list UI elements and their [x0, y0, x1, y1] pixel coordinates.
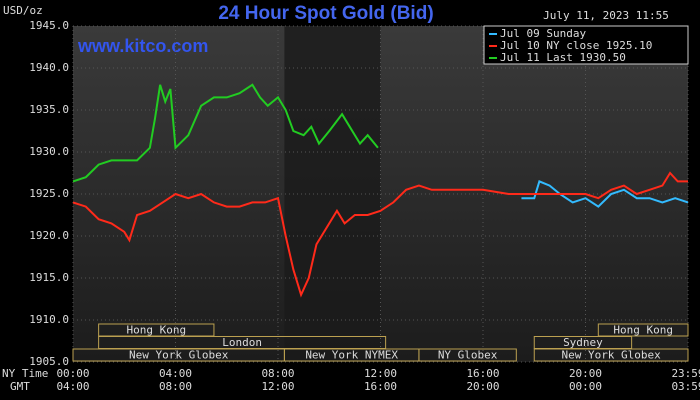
session-label: Hong Kong	[126, 324, 186, 337]
gmt-tick-label: 03:59	[671, 380, 700, 393]
x-tick-label: 12:00	[364, 367, 397, 380]
x-tick-label: 23:59	[671, 367, 700, 380]
y-tick-label: 1905.0	[29, 355, 69, 368]
x-tick-label: 20:00	[569, 367, 602, 380]
y-tick-label: 1940.0	[29, 61, 69, 74]
x-tick-label: 08:00	[261, 367, 294, 380]
session-label: New York Globex	[561, 349, 661, 362]
y-axis-label: USD/oz	[3, 4, 43, 17]
y-tick-label: 1945.0	[29, 19, 69, 32]
gmt-tick-label: 16:00	[364, 380, 397, 393]
session-box	[533, 348, 689, 362]
session-label: New York Globex	[129, 349, 229, 362]
series-line	[72, 83, 379, 183]
session-label: Sydney	[563, 336, 603, 349]
gmt-tick-label: 04:00	[56, 380, 89, 393]
x-tick-label: 04:00	[159, 367, 192, 380]
shaded-range	[284, 26, 381, 362]
series-line	[521, 180, 689, 208]
chart-title: 24 Hour Spot Gold (Bid)	[218, 3, 433, 24]
legend-label: Jul 11 Last 1930.50	[500, 51, 626, 64]
x-axis-name: NY Time	[2, 367, 48, 380]
gmt-tick-label: 08:00	[159, 380, 192, 393]
gmt-tick-label: 00:00	[569, 380, 602, 393]
date: July 11, 2023 11:55	[543, 9, 669, 22]
y-tick-label: 1930.0	[29, 145, 69, 158]
x-tick-label: 16:00	[466, 367, 499, 380]
gmt-tick-label: 20:00	[466, 380, 499, 393]
y-tick-label: 1910.0	[29, 313, 69, 326]
session-label: London	[222, 336, 262, 349]
session-label: Hong Kong	[613, 324, 673, 337]
session-label: New York NYMEX	[305, 349, 398, 362]
y-tick-label: 1925.0	[29, 187, 69, 200]
x-axis-name: GMT	[10, 380, 30, 393]
gmt-tick-label: 12:00	[261, 380, 294, 393]
x-tick-label: 00:00	[56, 367, 89, 380]
legend-label: Jul 09 Sunday	[500, 27, 586, 40]
session-box	[418, 348, 517, 362]
series-line	[72, 171, 688, 298]
legend-label: Jul 10 NY close 1925.10	[500, 39, 652, 52]
y-tick-label: 1920.0	[29, 229, 69, 242]
y-tick-label: 1915.0	[29, 271, 69, 284]
session-label: NY Globex	[438, 349, 498, 362]
session-box	[597, 323, 689, 337]
watermark: www.kitco.com	[77, 36, 208, 56]
legend-box	[483, 25, 689, 65]
y-tick-label: 1935.0	[29, 103, 69, 116]
